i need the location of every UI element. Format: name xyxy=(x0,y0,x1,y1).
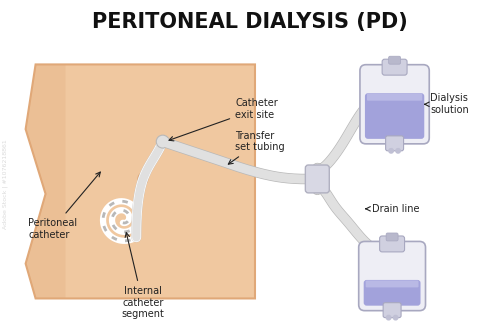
Text: Peritoneal
catheter: Peritoneal catheter xyxy=(28,172,101,239)
FancyBboxPatch shape xyxy=(380,236,404,252)
Polygon shape xyxy=(26,64,255,299)
Circle shape xyxy=(156,135,169,148)
Circle shape xyxy=(396,149,400,153)
Text: Drain line: Drain line xyxy=(366,204,420,214)
FancyBboxPatch shape xyxy=(360,65,430,144)
Circle shape xyxy=(386,315,391,320)
Polygon shape xyxy=(26,64,66,299)
FancyBboxPatch shape xyxy=(388,56,400,64)
FancyBboxPatch shape xyxy=(386,136,404,151)
Text: PERITONEAL DIALYSIS (PD): PERITONEAL DIALYSIS (PD) xyxy=(92,12,408,32)
Ellipse shape xyxy=(140,175,146,183)
FancyBboxPatch shape xyxy=(364,280,420,306)
Text: Adobe Stock | #1076218861: Adobe Stock | #1076218861 xyxy=(3,139,8,229)
Text: Catheter
exit site: Catheter exit site xyxy=(169,99,278,141)
FancyBboxPatch shape xyxy=(382,59,407,75)
FancyBboxPatch shape xyxy=(366,281,418,287)
FancyBboxPatch shape xyxy=(365,93,424,139)
FancyBboxPatch shape xyxy=(386,233,398,241)
FancyBboxPatch shape xyxy=(358,241,426,311)
Text: Dialysis
solution: Dialysis solution xyxy=(424,94,469,115)
Text: Transfer
set tubing: Transfer set tubing xyxy=(228,131,284,164)
FancyBboxPatch shape xyxy=(383,303,401,318)
Circle shape xyxy=(394,315,398,320)
FancyBboxPatch shape xyxy=(367,94,422,101)
Text: Internal
catheter
segment: Internal catheter segment xyxy=(122,233,164,319)
Circle shape xyxy=(389,149,394,153)
FancyBboxPatch shape xyxy=(306,165,330,193)
